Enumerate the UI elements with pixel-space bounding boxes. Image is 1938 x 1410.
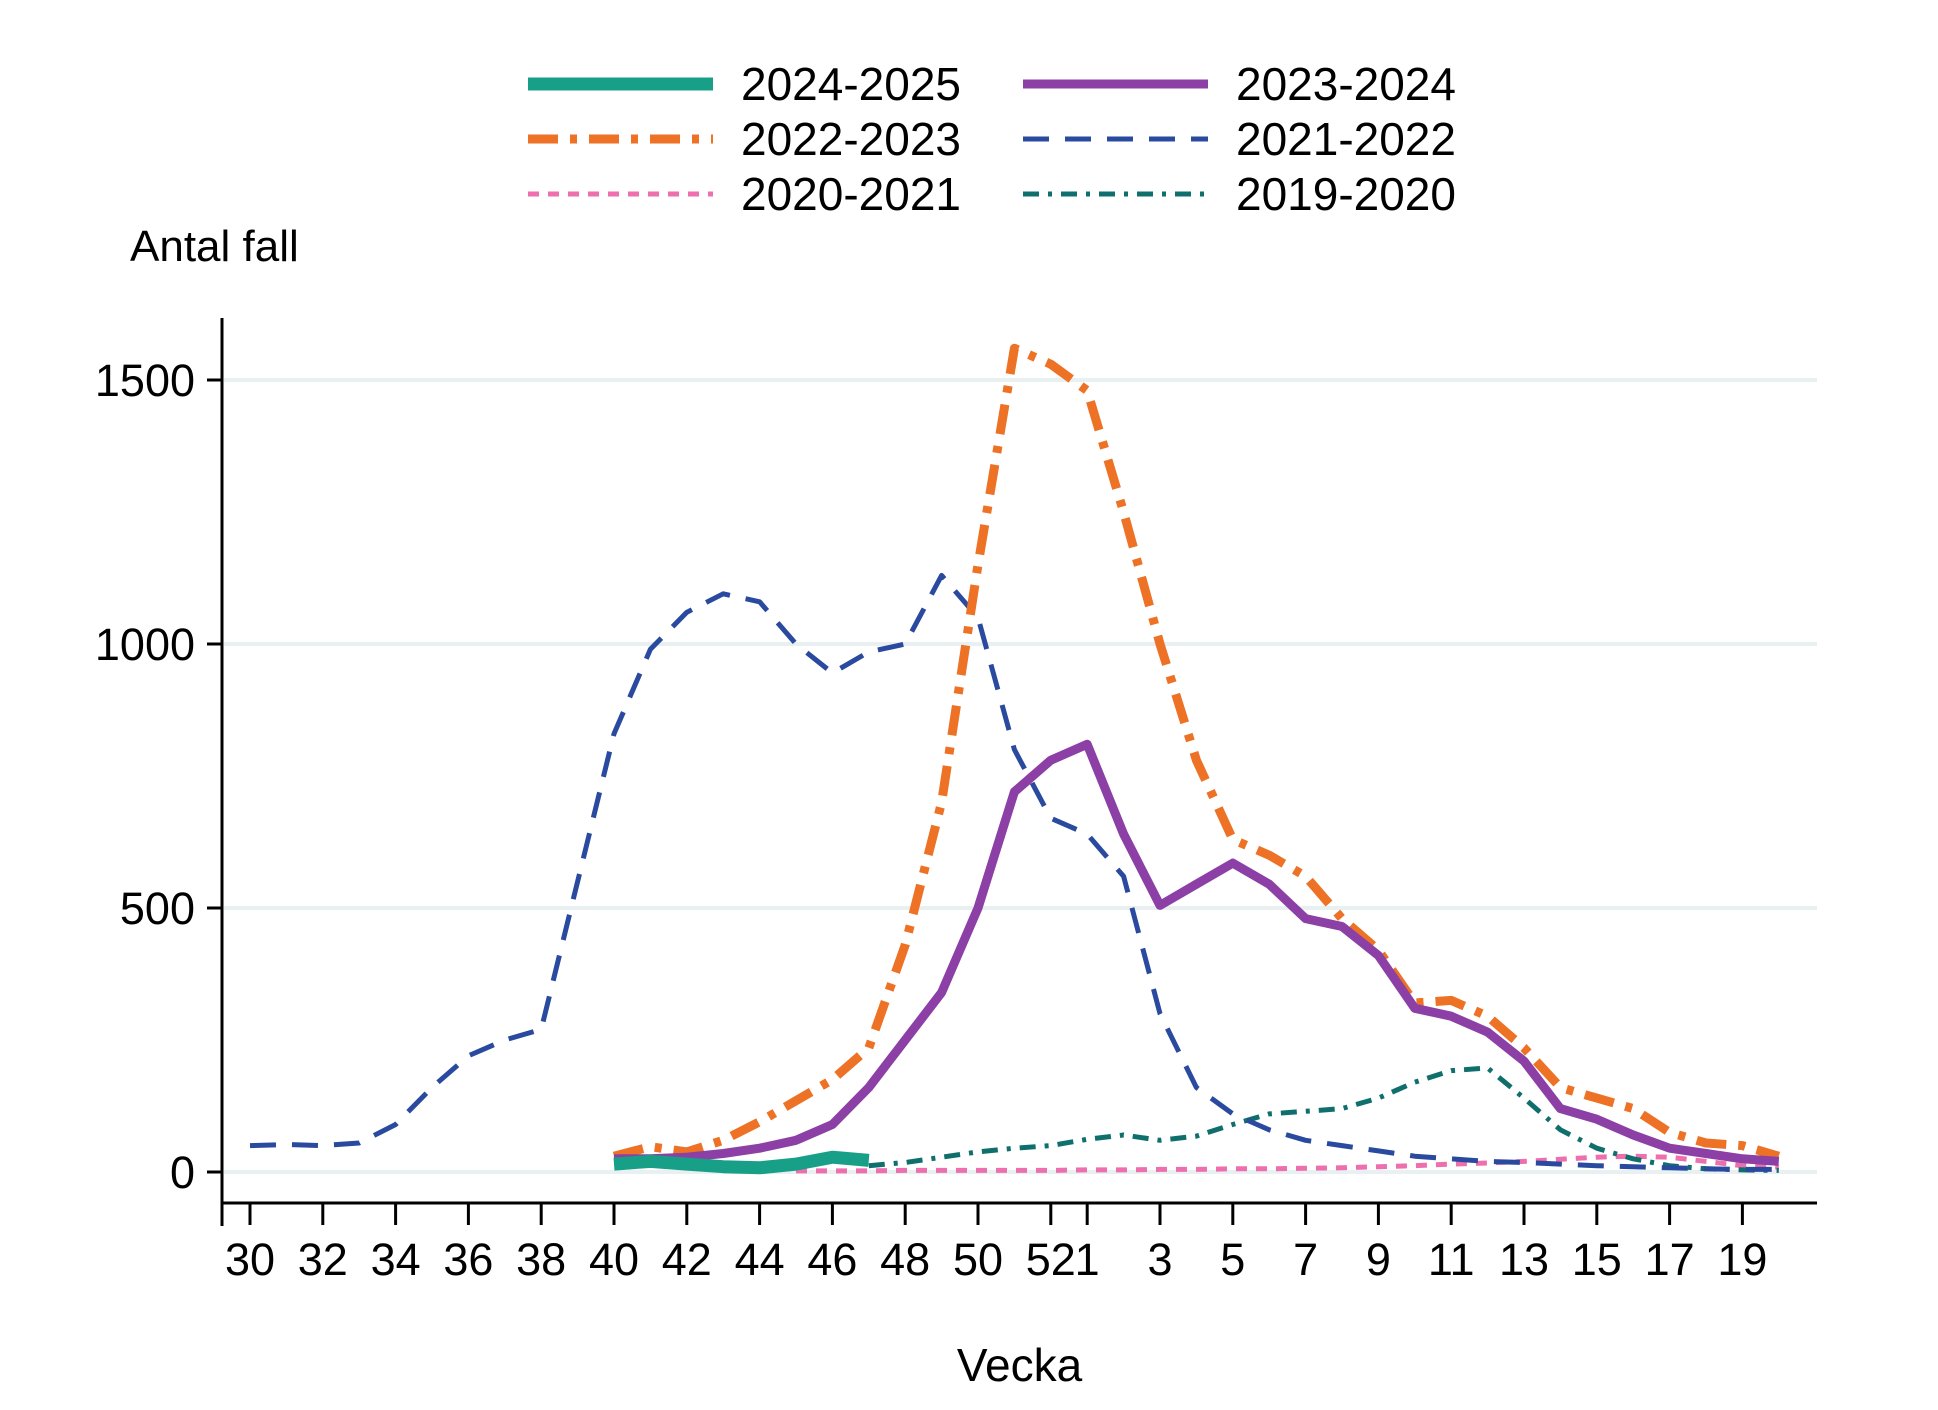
x-tick-label: 17 bbox=[1645, 1234, 1695, 1285]
x-tick-label: 13 bbox=[1499, 1234, 1549, 1285]
legend-swatch-2020-2021 bbox=[528, 191, 713, 197]
legend-item-2020-2021: 2020-2021 bbox=[528, 168, 961, 220]
legend-swatch-2023-2024 bbox=[1022, 79, 1208, 89]
chart-legend: 2024-2025 2023-2024 2022-2023 2021-2022 2020… bbox=[528, 58, 1456, 220]
x-tick-label: 38 bbox=[516, 1234, 566, 1285]
x-tick-label: 3 bbox=[1147, 1234, 1172, 1285]
series-line-2021-2022 bbox=[249, 572, 1779, 1172]
x-axis-title: Vecka bbox=[956, 1339, 1083, 1391]
x-tick-label: 32 bbox=[298, 1234, 348, 1285]
x-tick-label: 1 bbox=[1075, 1234, 1100, 1285]
legend-label: 2023-2024 bbox=[1235, 58, 1456, 110]
legend-label: 2019-2020 bbox=[1235, 168, 1456, 220]
x-tick-label: 7 bbox=[1293, 1234, 1318, 1285]
y-tick-label: 1500 bbox=[95, 355, 195, 406]
x-tick-label: 52 bbox=[1026, 1234, 1076, 1285]
series-line-2019-2020 bbox=[868, 1065, 1779, 1173]
x-tick-label: 11 bbox=[1428, 1234, 1475, 1285]
x-tick-label: 44 bbox=[735, 1234, 785, 1285]
series-line-2023-2024 bbox=[614, 739, 1780, 1166]
legend-swatch-2019-2020 bbox=[1022, 191, 1208, 197]
x-tick-label: 46 bbox=[807, 1234, 857, 1285]
legend-label: 2020-2021 bbox=[741, 168, 961, 220]
legend-item-2023-2024: 2023-2024 bbox=[1022, 58, 1456, 110]
x-tick-label: 30 bbox=[225, 1234, 275, 1285]
legend-swatch-2024-2025 bbox=[528, 77, 713, 91]
x-tick-label: 9 bbox=[1366, 1234, 1391, 1285]
legend-item-2022-2023: 2022-2023 bbox=[528, 113, 961, 165]
x-tick-label: 50 bbox=[953, 1234, 1003, 1285]
x-tick-label: 5 bbox=[1220, 1234, 1245, 1285]
legend-swatch-2021-2022 bbox=[1022, 136, 1208, 142]
y-axis-title: Antal fall bbox=[130, 222, 299, 271]
x-tick-label: 34 bbox=[371, 1234, 421, 1285]
y-tick-label: 500 bbox=[120, 883, 195, 934]
y-tick-label: 0 bbox=[170, 1147, 195, 1198]
legend-item-2019-2020: 2019-2020 bbox=[1022, 168, 1456, 220]
x-tick-label: 48 bbox=[880, 1234, 930, 1285]
series-line-2024-2025 bbox=[613, 1150, 870, 1175]
y-tick-label: 1000 bbox=[95, 619, 195, 670]
series-line-2022-2023 bbox=[612, 343, 1781, 1161]
legend-label: 2024-2025 bbox=[741, 58, 961, 110]
x-tick-label: 36 bbox=[443, 1234, 493, 1285]
x-tick-label: 40 bbox=[589, 1234, 639, 1285]
x-tick-label: 15 bbox=[1572, 1234, 1622, 1285]
legend-item-2021-2022: 2021-2022 bbox=[1022, 113, 1456, 165]
series-line-2020-2021 bbox=[796, 1153, 1779, 1174]
legend-label: 2021-2022 bbox=[1235, 113, 1456, 165]
x-tick-label: 19 bbox=[1717, 1234, 1767, 1285]
legend-label: 2022-2023 bbox=[741, 113, 961, 165]
legend-swatch-2022-2023 bbox=[528, 134, 713, 144]
legend-item-2024-2025: 2024-2025 bbox=[528, 58, 961, 110]
x-tick-label: 42 bbox=[662, 1234, 712, 1285]
